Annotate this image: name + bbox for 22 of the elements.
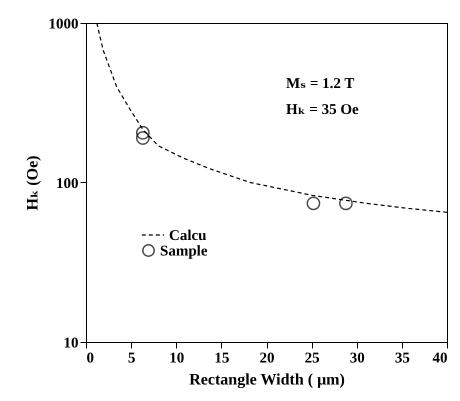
x-axis-title: Rectangle Width ( μm) bbox=[189, 372, 345, 388]
point bbox=[306, 196, 320, 210]
x-tick-label: 15 bbox=[214, 350, 230, 366]
x-tick-label: 25 bbox=[304, 350, 320, 366]
x-tick-label: 30 bbox=[350, 350, 365, 366]
legend-label: Calcu bbox=[169, 228, 206, 244]
annotation: Mₛ = 1.2 T bbox=[286, 76, 354, 92]
y-tick-label: 100 bbox=[56, 176, 78, 192]
x-tick-label: 0 bbox=[86, 350, 94, 366]
y-axis-title: Hₖ (Oe) bbox=[24, 155, 42, 211]
x-tick-label: 10 bbox=[169, 350, 184, 366]
point bbox=[339, 196, 353, 210]
x-tick-label: 35 bbox=[394, 350, 410, 366]
point bbox=[136, 131, 150, 145]
y-tick-label: 10 bbox=[64, 336, 78, 352]
x-tick-label: 40 bbox=[432, 350, 448, 366]
annotation: Hₖ = 35 Oe bbox=[286, 102, 359, 118]
x-tick-label: 5 bbox=[128, 350, 136, 366]
y-tick-label: 1000 bbox=[48, 16, 78, 32]
point bbox=[136, 126, 150, 140]
legend-label: Sample bbox=[160, 244, 208, 260]
x-tick-label: 20 bbox=[260, 350, 274, 366]
